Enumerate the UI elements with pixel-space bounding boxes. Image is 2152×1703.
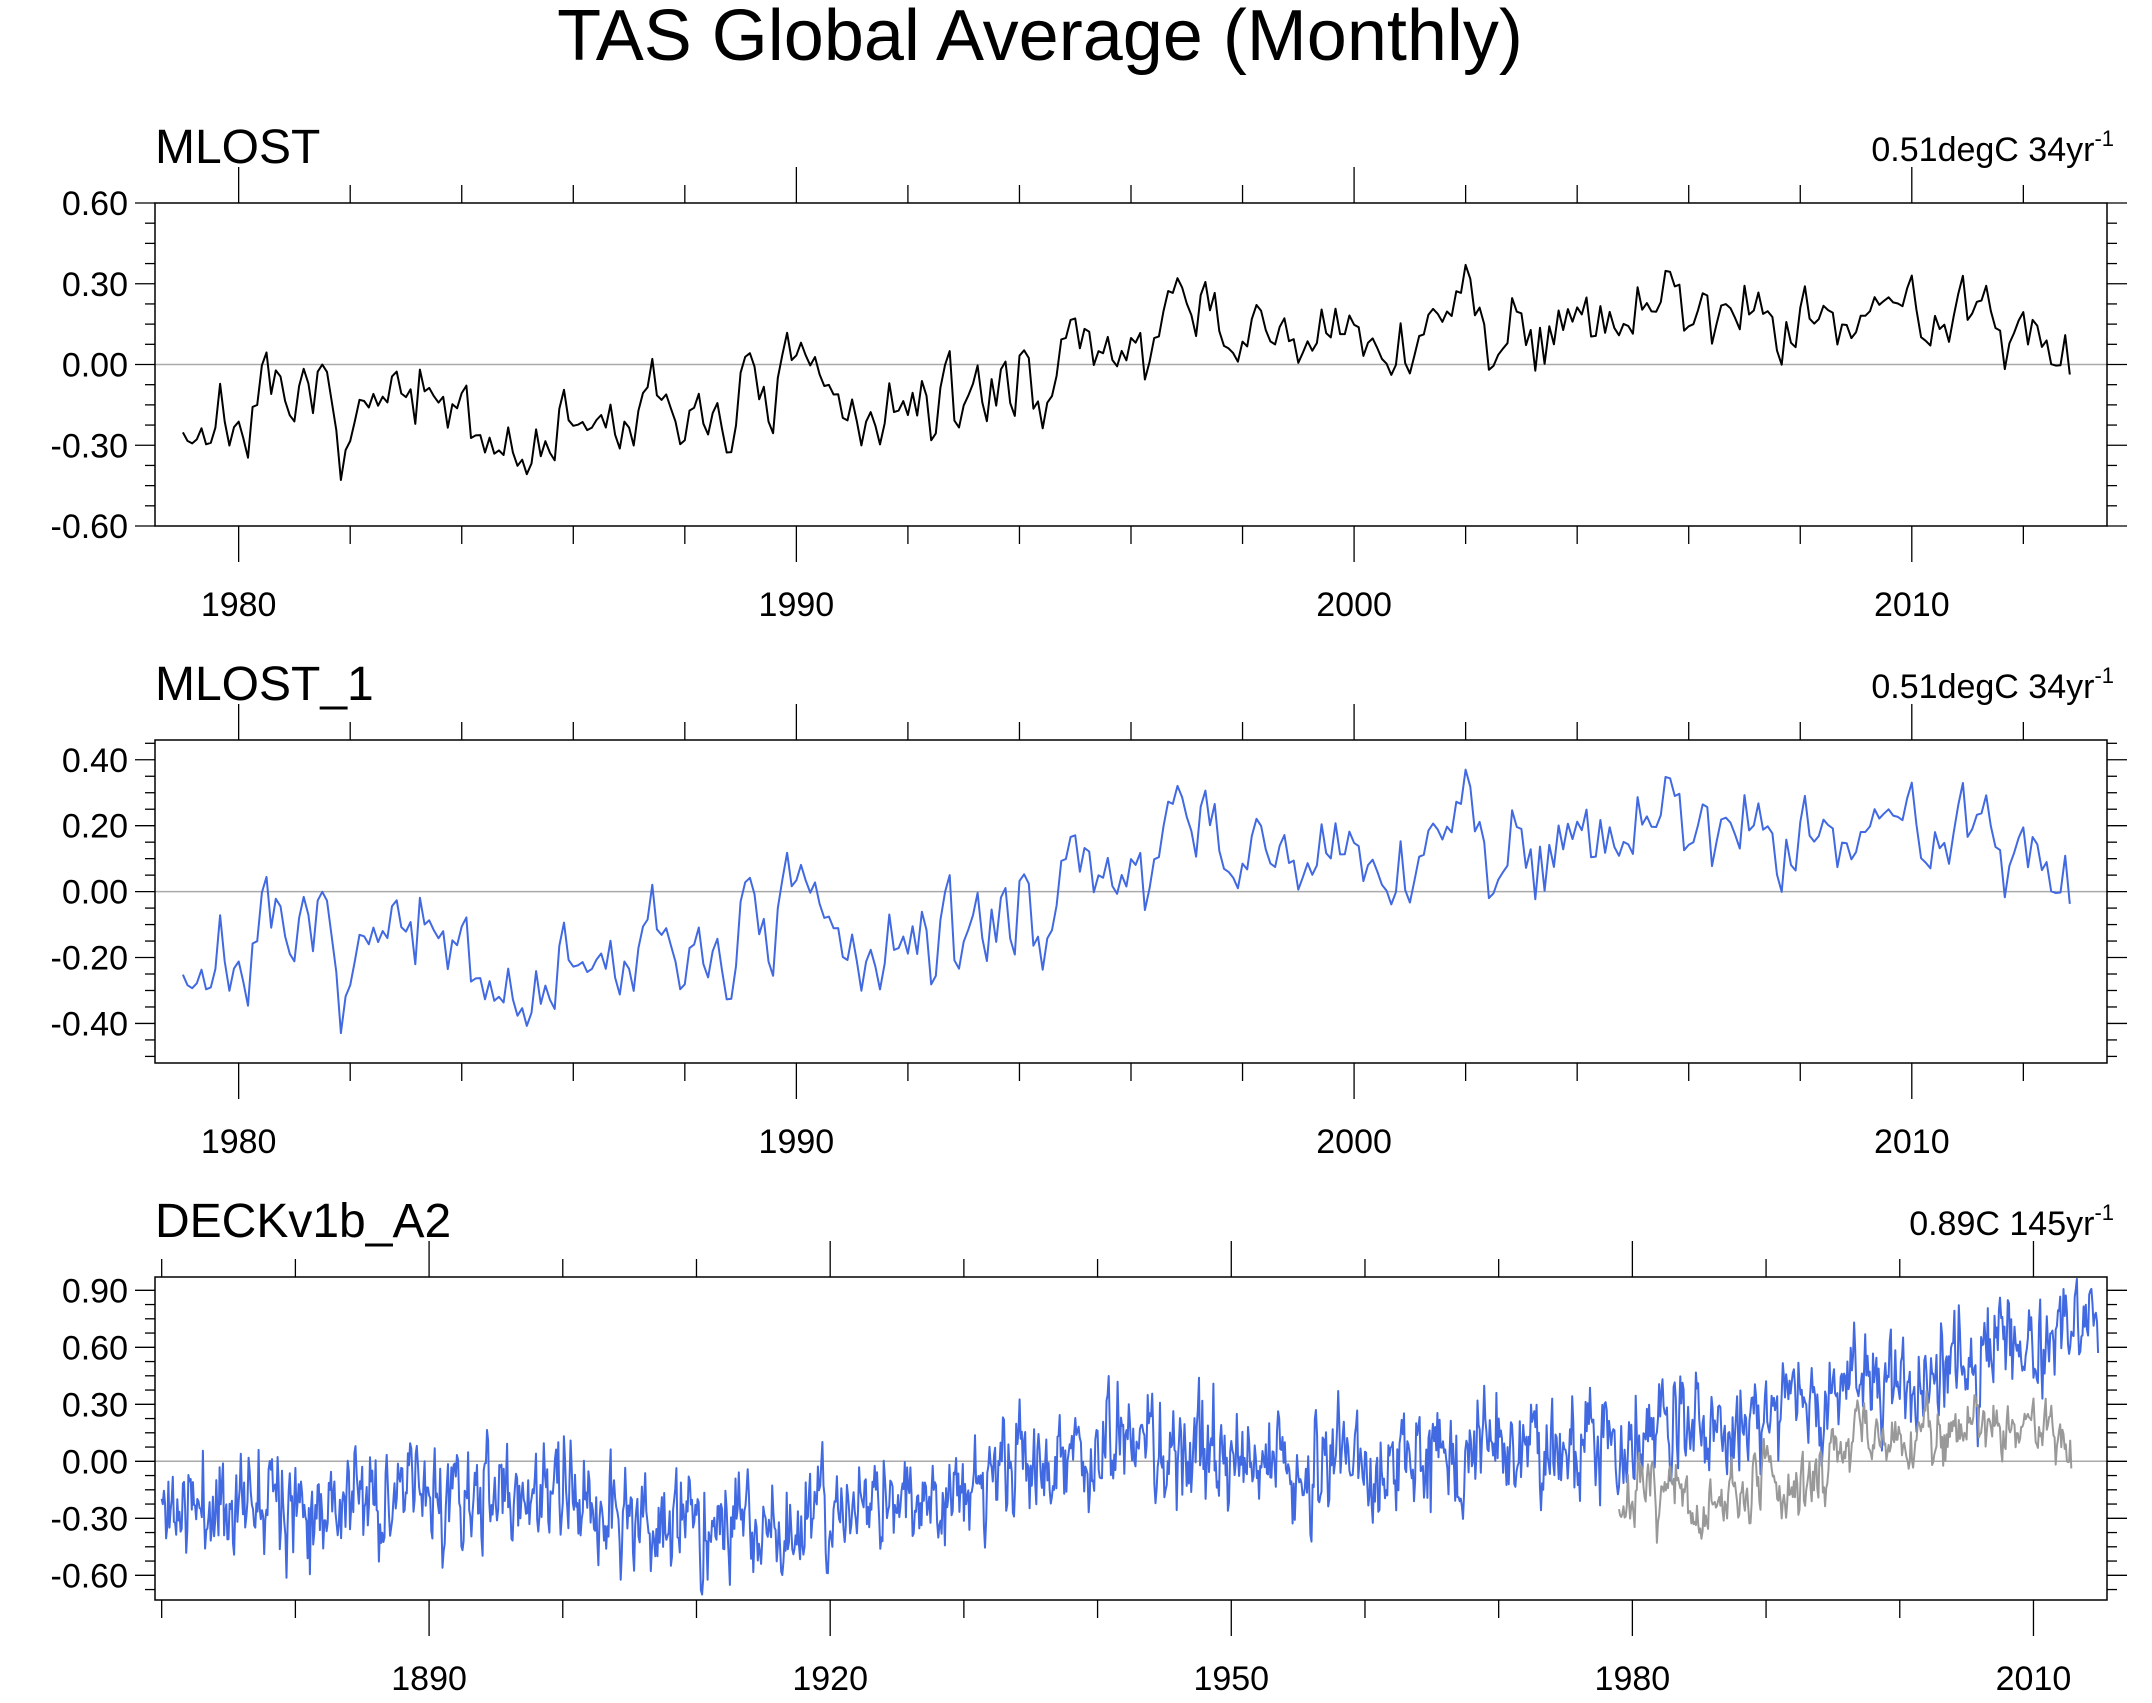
chart-panel-mlost: MLOST 0.51degC 34yr-1 -0.60 -0.30 0.00 0.30 0.…: [51, 121, 2127, 624]
figure-title: TAS Global Average (Monthly): [557, 0, 1523, 76]
y-tick-label: -0.30: [51, 427, 129, 465]
panel-title: MLOST_1: [155, 658, 374, 711]
y-tick-label: 0.00: [62, 347, 128, 385]
plot-frame: [154, 202, 2108, 527]
panel-title: DECKv1b_A2: [155, 1195, 451, 1248]
x-tick-label: 1990: [759, 586, 835, 624]
y-tick-label: 0.30: [62, 266, 128, 304]
x-tick-label: 1980: [1595, 1660, 1671, 1698]
trend-exponent: -1: [2094, 126, 2114, 151]
chart-panel-mlost-1: MLOST_1 0.51degC 34yr-1 -0.40 -0.20 0.00 0.20…: [51, 658, 2127, 1161]
x-tick-label: 1920: [792, 1660, 868, 1698]
trend-label: 0.51degC 34yr-1: [1871, 663, 2114, 706]
y-tick-label: 0.20: [62, 808, 128, 846]
y-tick-label: -0.60: [51, 508, 129, 546]
plot-frame: [154, 739, 2108, 1064]
panel-title: MLOST: [155, 121, 320, 174]
y-tick-label: 0.30: [62, 1386, 128, 1424]
x-tick-label: 2010: [1996, 1660, 2072, 1698]
y-tick-label: 0.00: [62, 1443, 128, 1481]
x-tick-label: 1890: [391, 1660, 467, 1698]
chart-panels: MLOST 0.51degC 34yr-1-0.60-0.300.000.300.…: [51, 121, 2127, 1698]
x-tick-label: 2000: [1316, 1123, 1392, 1161]
x-tick-label: 1950: [1193, 1660, 1269, 1698]
trend-value: 0.89C 145yr: [1909, 1205, 2094, 1243]
trend-value: 0.51degC 34yr: [1871, 131, 2094, 169]
trend-label: 0.89C 145yr-1: [1909, 1200, 2114, 1243]
y-tick-label: 0.40: [62, 742, 128, 780]
series-line-mlost-1: [181, 768, 2071, 1035]
series-line-mlost: [1618, 1390, 2073, 1544]
trend-value: 0.51degC 34yr: [1871, 668, 2094, 706]
y-tick-label: 0.60: [62, 1329, 128, 1367]
x-tick-label: 2010: [1874, 1123, 1950, 1161]
trend-label: 0.51degC 34yr-1: [1871, 126, 2114, 169]
y-tick-label: -0.60: [51, 1557, 129, 1595]
x-tick-label: 1990: [759, 1123, 835, 1161]
y-tick-label: 0.90: [62, 1272, 128, 1310]
chart-panel-deckv1b-a2: DECKv1b_A2 0.89C 145yr-1 -0.60 -0.30 0.00 0.3…: [51, 1195, 2127, 1698]
y-tick-label: 0.00: [62, 874, 128, 912]
trend-exponent: -1: [2094, 663, 2114, 688]
y-tick-label: 0.60: [62, 185, 128, 223]
trend-exponent: -1: [2094, 1200, 2114, 1225]
y-tick-label: -0.30: [51, 1500, 129, 1538]
y-tick-label: -0.40: [51, 1005, 129, 1043]
series-line-mlost: [182, 263, 2071, 481]
x-tick-label: 1980: [201, 1123, 277, 1161]
plot-frame: [154, 1276, 2108, 1601]
x-tick-label: 2000: [1316, 586, 1392, 624]
x-tick-label: 1980: [201, 586, 277, 624]
series-line-deckv1b-a2: [160, 1277, 2100, 1596]
y-tick-label: -0.20: [51, 940, 129, 978]
x-tick-label: 2010: [1874, 586, 1950, 624]
